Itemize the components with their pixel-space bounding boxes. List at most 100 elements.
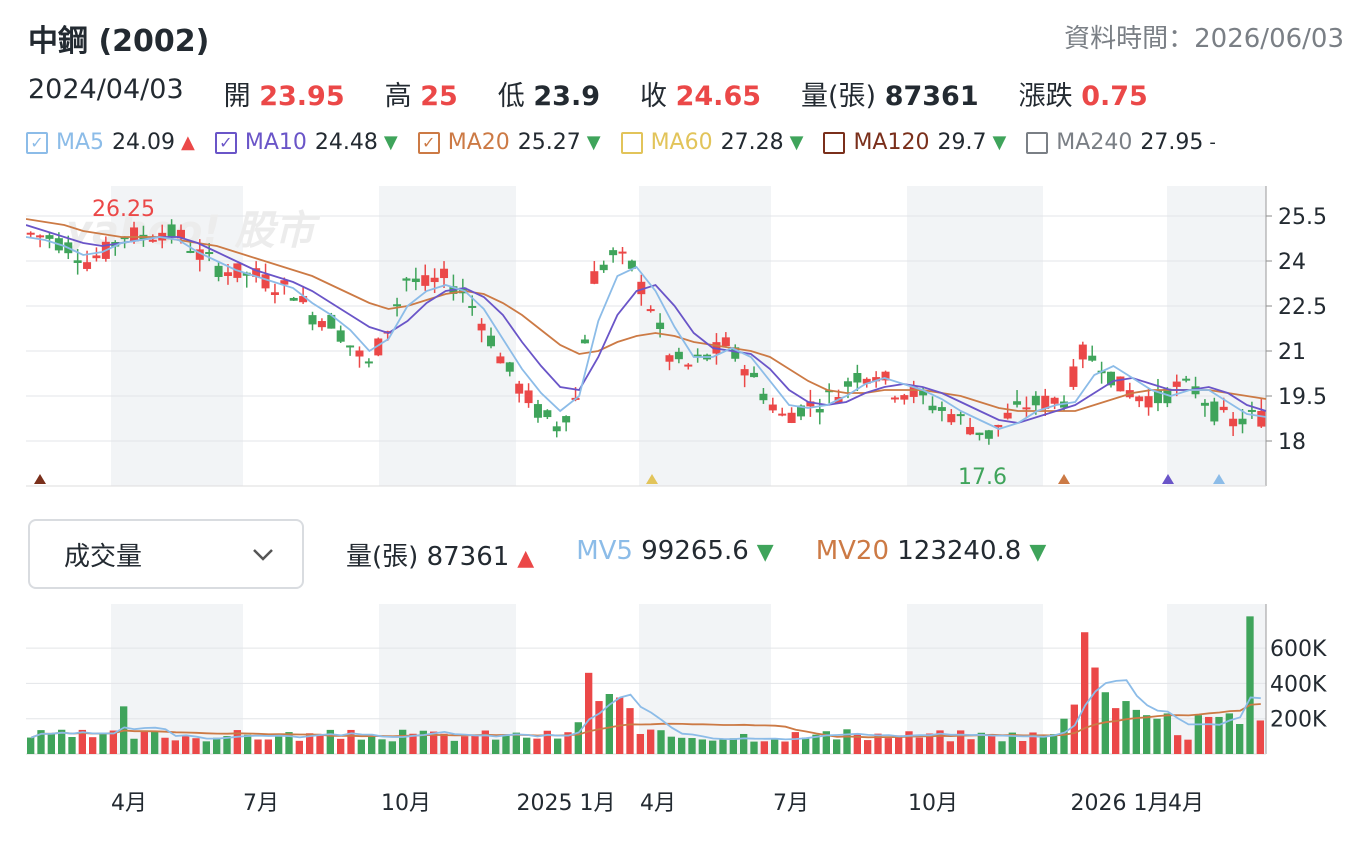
volume-chart-svg: 600K 400K 200K — [26, 604, 1327, 755]
volume-bar — [140, 731, 148, 754]
candle-body — [1116, 376, 1125, 392]
volume-bar — [306, 733, 314, 754]
candle-body — [280, 280, 289, 285]
volume-bar — [399, 729, 407, 754]
quote-row: 2024/04/03 開 23.95 高 25 低 23.9 收 24.65 量… — [28, 74, 1188, 113]
volume-bar — [709, 740, 717, 754]
ma-toggle-ma120[interactable]: MA120 29.7 ▼ — [823, 130, 1006, 155]
volume-bar — [151, 731, 159, 754]
ma-toggle-ma60[interactable]: MA60 27.28 ▼ — [620, 130, 803, 155]
ma5-line — [25, 236, 1267, 430]
checkbox-icon[interactable] — [823, 131, 846, 154]
candle-body — [1229, 418, 1238, 427]
volume-bar — [326, 729, 334, 754]
indicator-select[interactable]: 成交量 — [28, 519, 304, 589]
candle-body — [430, 277, 439, 283]
volume-bar — [430, 731, 438, 754]
candle-body — [656, 322, 665, 329]
volume-bar — [667, 736, 675, 754]
volume-bar — [771, 738, 779, 754]
candle-body — [693, 354, 702, 357]
candle-body — [92, 255, 101, 259]
candle-body — [919, 390, 928, 396]
volume-bar — [957, 730, 965, 754]
volume-bar — [1122, 701, 1130, 754]
quote-high: 高 25 — [384, 81, 458, 112]
candle-body — [1219, 406, 1228, 411]
candle-body — [402, 278, 411, 281]
candle-body — [355, 350, 364, 357]
candle-body — [1163, 388, 1172, 404]
candle-body — [853, 372, 862, 383]
candle-body — [956, 414, 965, 417]
down-arrow-icon: ▼ — [586, 132, 601, 153]
checkbox-icon[interactable] — [1026, 131, 1049, 154]
volume-bar — [543, 730, 551, 754]
volume-bar — [1163, 713, 1171, 754]
volume-bar — [977, 732, 985, 754]
candle-body — [1013, 401, 1022, 405]
candle-body — [205, 252, 214, 255]
volume-bar — [58, 729, 66, 754]
candle-body — [787, 412, 796, 423]
volume-bar — [1215, 716, 1223, 754]
ma-label: MA120 — [853, 130, 930, 155]
ma-label: MA5 — [56, 130, 105, 155]
candle-body — [928, 405, 937, 411]
candle-body — [862, 378, 871, 384]
checkbox-icon[interactable] — [620, 131, 643, 154]
candle-body — [900, 395, 909, 400]
volume-bar — [357, 739, 365, 754]
volume-bar — [895, 735, 903, 754]
candle-body — [1107, 371, 1115, 386]
volume-bar — [585, 672, 593, 754]
down-arrow-icon: ▼ — [1029, 540, 1047, 565]
candle-body — [646, 309, 655, 312]
volume-bar — [378, 739, 386, 754]
candle-body — [1003, 412, 1012, 419]
volume-bar — [915, 737, 923, 754]
ma10-line — [25, 224, 1267, 424]
candle-body — [590, 271, 599, 284]
ma-value: 24.09 — [112, 130, 176, 155]
data-time: 資料時間：2026/06/03 — [1064, 24, 1344, 54]
ma-legend: ✓ MA5 24.09 ▲ ✓ MA10 24.48 ▼ ✓ MA20 25.27 ▼ MA60 27.2… — [26, 130, 1236, 155]
candle-body — [627, 260, 636, 269]
volume-bar — [471, 735, 479, 754]
volume-mv5: MV5 99265.6 ▼ — [576, 536, 774, 566]
candle-body — [261, 274, 270, 289]
event-marker-icon — [1058, 474, 1070, 484]
volume-bar — [936, 730, 944, 754]
checkbox-icon[interactable]: ✓ — [26, 131, 48, 154]
checkbox-icon[interactable]: ✓ — [214, 131, 237, 154]
ma-value: 24.48 — [314, 130, 378, 155]
candle-body — [562, 416, 571, 423]
volume-bar — [99, 733, 107, 754]
volume-bar — [409, 733, 417, 754]
candle-body — [73, 260, 82, 263]
candle-body — [36, 235, 45, 238]
ma-toggle-ma5[interactable]: ✓ MA5 24.09 ▲ — [26, 130, 195, 155]
candle-body — [270, 292, 279, 295]
volume-bar — [461, 736, 469, 754]
volume-bar — [47, 733, 55, 754]
volume-bar — [1236, 724, 1244, 754]
candle-body — [1069, 366, 1078, 387]
candle-body — [872, 377, 881, 382]
volume-bar — [853, 734, 861, 754]
candle-body — [130, 227, 139, 241]
volume-bar — [502, 734, 510, 754]
ma-toggle-ma10[interactable]: ✓ MA10 24.48 ▼ — [214, 130, 398, 155]
candle-body — [487, 335, 495, 347]
ma-toggle-ma240[interactable]: MA240 27.95- — [1026, 130, 1216, 155]
volume-bar — [347, 729, 355, 754]
ma-toggle-ma20[interactable]: ✓ MA20 25.27 ▼ — [417, 130, 601, 155]
x-tick-label: 7月 — [243, 791, 279, 816]
candle-body — [937, 407, 946, 411]
volume-bar — [1225, 713, 1233, 754]
volume-bar — [512, 732, 520, 754]
x-tick-label: 2026 1月 — [1071, 791, 1170, 816]
checkbox-icon[interactable]: ✓ — [417, 131, 440, 154]
volume-bar — [926, 733, 934, 754]
up-arrow-icon: ▲ — [517, 546, 535, 571]
